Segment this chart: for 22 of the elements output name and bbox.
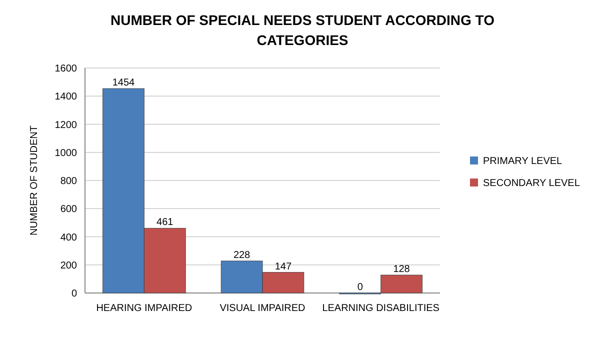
legend-label: SECONDARY LEVEL: [483, 178, 580, 189]
y-tick-label: 600: [60, 204, 78, 216]
y-tick-label: 1600: [54, 64, 78, 74]
data-label: 147: [274, 261, 292, 272]
x-tick-label: LEARNING DISABILITIES: [322, 303, 440, 314]
y-tick-label: 1000: [54, 148, 78, 159]
y-tick-label: 1400: [54, 92, 78, 103]
y-tick-label: 800: [60, 176, 78, 187]
data-label: 0: [357, 282, 364, 293]
data-label: 128: [393, 264, 410, 275]
y-tick-label: 200: [60, 260, 78, 272]
y-axis-title: NUMBER OF STUDENT: [29, 126, 40, 236]
y-tick-label: 1200: [54, 120, 78, 131]
data-label: 1454: [112, 78, 136, 89]
legend-label: PRIMARY LEVEL: [483, 156, 563, 167]
x-tick-label: HEARING IMPAIRED: [96, 303, 192, 314]
y-tick-label: 0: [71, 288, 78, 300]
x-tick-label: VISUAL IMPAIRED: [220, 303, 306, 314]
data-label: 228: [233, 250, 251, 261]
chart-title: NUMBER OF SPECIAL NEEDS STUDENT ACCORDING TO CATEGORIES: [110, 12, 495, 48]
y-tick-label: 400: [60, 232, 78, 244]
data-label: 461: [156, 217, 174, 228]
